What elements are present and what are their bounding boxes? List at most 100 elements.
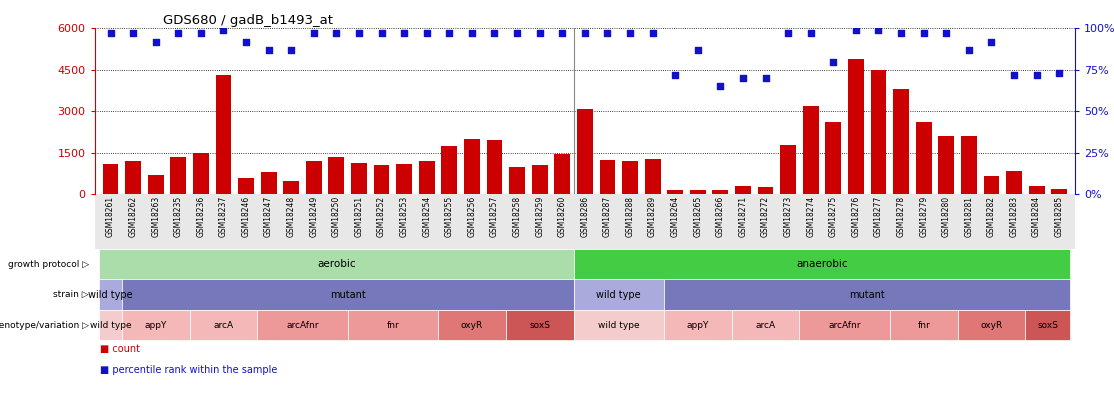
Point [1005,72,1023,78]
Bar [893,89,909,194]
Point [350,30,368,36]
Bar [577,109,593,194]
Point [892,30,910,36]
Point [960,47,978,53]
Point [756,75,774,81]
Bar [373,165,390,194]
Point [282,47,300,53]
Point [779,30,797,36]
Point [622,30,639,36]
Point [237,38,255,45]
Point [215,27,233,33]
Text: aerobic: aerobic [317,259,355,269]
Bar [690,190,705,194]
Bar [215,75,232,194]
Text: appY: appY [145,320,167,330]
Point [1028,72,1046,78]
Point [124,30,141,36]
Bar [238,178,254,194]
Bar [102,164,118,194]
Bar [555,154,570,194]
Point [644,30,662,36]
Text: appY: appY [686,320,709,330]
Bar [125,161,141,194]
Text: mutant: mutant [330,290,365,300]
Bar [465,139,480,194]
Text: anaerobic: anaerobic [797,259,848,269]
Point [666,72,684,78]
Bar [351,162,367,194]
Text: ■ count: ■ count [100,344,140,354]
Text: soxS: soxS [529,320,550,330]
Bar [916,122,931,194]
Point [418,30,436,36]
Text: arcAfnr: arcAfnr [829,320,861,330]
Bar [487,141,502,194]
Bar [645,159,661,194]
Bar [329,157,344,194]
Text: oxyR: oxyR [461,320,483,330]
Bar [441,146,457,194]
Point [598,30,616,36]
Text: fnr: fnr [917,320,930,330]
Text: arcA: arcA [214,320,234,330]
Bar [261,172,276,194]
Bar [509,167,525,194]
Bar [148,175,164,194]
Point [576,30,594,36]
Point [305,30,323,36]
Point [688,47,706,53]
Bar [193,153,208,194]
Point [147,38,165,45]
Bar [848,59,863,194]
Text: growth protocol ▷: growth protocol ▷ [8,260,89,269]
Bar [622,161,638,194]
Point [101,30,119,36]
Point [260,47,277,53]
Text: arcA: arcA [755,320,775,330]
Bar [713,190,729,194]
Point [554,30,571,36]
Bar [1028,186,1045,194]
Text: wild type: wild type [90,320,131,330]
Bar [531,165,548,194]
Point [530,30,548,36]
Point [440,30,458,36]
Point [712,83,730,90]
Point [169,30,187,36]
Point [328,30,345,36]
Bar [419,161,434,194]
Point [983,38,1000,45]
Bar [758,187,773,194]
Bar [984,177,999,194]
Point [824,58,842,65]
Point [192,30,209,36]
Text: arcAfnr: arcAfnr [286,320,319,330]
Point [463,30,481,36]
Bar [803,106,819,194]
Point [937,30,955,36]
Bar [170,157,186,194]
Bar [938,136,955,194]
Text: soxS: soxS [1037,320,1058,330]
Point [847,27,864,33]
Text: wild type: wild type [596,290,641,300]
Text: ■ percentile rank within the sample: ■ percentile rank within the sample [100,365,277,375]
Bar [283,181,300,194]
Point [508,30,526,36]
Point [734,75,752,81]
Point [395,30,413,36]
Bar [735,186,751,194]
Bar [780,145,797,194]
Text: wild type: wild type [88,290,133,300]
Text: strain ▷: strain ▷ [53,290,89,299]
Point [373,30,391,36]
Point [915,30,932,36]
Text: genotype/variation ▷: genotype/variation ▷ [0,320,89,330]
Point [1051,70,1068,77]
Bar [1006,171,1022,194]
Text: GDS680 / gadB_b1493_at: GDS680 / gadB_b1493_at [164,14,333,27]
Point [870,27,888,33]
Bar [870,70,887,194]
Point [486,30,504,36]
